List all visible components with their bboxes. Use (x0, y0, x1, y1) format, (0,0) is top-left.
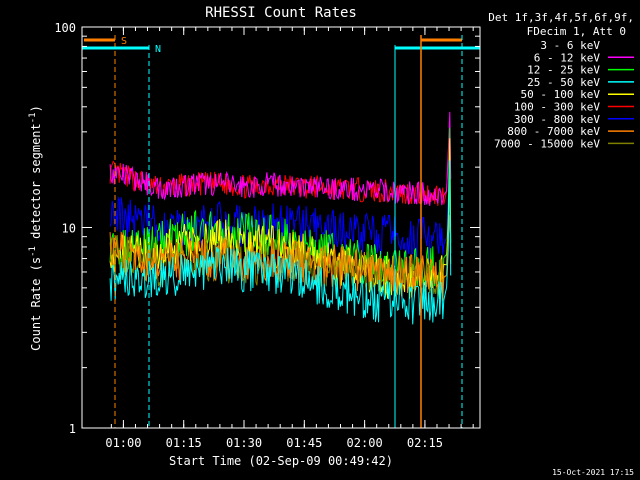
chart-title: RHESSI Count Rates (205, 5, 357, 21)
x-tick-label: 01:30 (226, 436, 262, 450)
x-tick-label: 01:15 (166, 436, 202, 450)
legend-label-7: 300 - 800 keV (514, 113, 600, 126)
legend-label-1: 3 - 6 keV (540, 39, 600, 52)
flag-n-label: N (155, 44, 161, 55)
series-line-1 (109, 158, 452, 234)
x-tick-label: 02:00 (347, 436, 383, 450)
y-tick-label: 1 (69, 422, 76, 436)
series-line-4 (109, 160, 452, 325)
x-tick-label: 01:45 (286, 436, 322, 450)
x-tick-label: 02:15 (407, 436, 443, 450)
y-tick-label: 10 (62, 222, 76, 236)
legend-label-6: 100 - 300 keV (514, 101, 600, 114)
y-tick-label: 100 (54, 21, 76, 35)
series-line-5 (109, 138, 452, 300)
y-axis: 1 10 100 (54, 21, 480, 436)
legend-header-line-1: Det 1f,3f,4f,5f,6f,9f, (488, 11, 634, 24)
legend-label-8: 800 - 7000 keV (507, 125, 600, 138)
legend-label-2: 6 - 12 keV (534, 51, 601, 64)
series-line-2 (109, 111, 452, 206)
series-line-6 (109, 130, 452, 206)
legend-label-3: 12 - 25 keV (527, 64, 600, 77)
x-tick-label: 01:00 (105, 436, 141, 450)
legend-header-line-2: FDecim 1, Att 0 (527, 25, 626, 38)
legend-label-9: 7000 - 15000 keV (494, 137, 600, 150)
series-layer (109, 111, 452, 325)
footer-timestamp: 15-Oct-2021 17:15 (552, 468, 634, 477)
legend: Det 1f,3f,4f,5f,6f,9f, FDecim 1, Att 0 3… (488, 11, 634, 150)
legend-label-5: 50 - 100 keV (521, 88, 601, 101)
flag-s-label: S (121, 36, 127, 47)
y-axis-label: Count Rate (s-1 detector segment-1) (28, 105, 43, 351)
x-axis: 01:00 01:15 01:30 01:45 02:00 02:15 (105, 27, 474, 450)
legend-label-4: 25 - 50 keV (527, 76, 600, 89)
x-axis-label: Start Time (02-Sep-09 00:49:42) (169, 454, 393, 468)
